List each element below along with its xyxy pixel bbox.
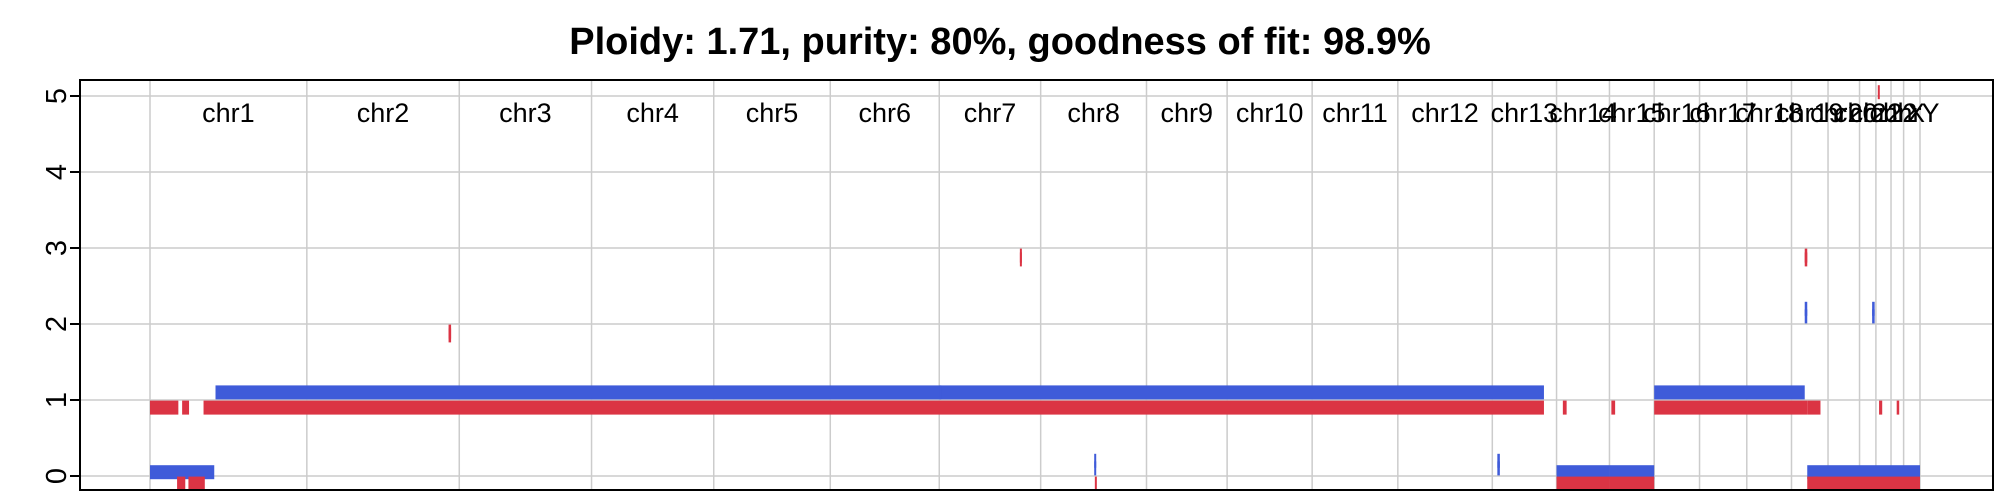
chromosome-label: chr13 [1491, 98, 1559, 128]
y-tick-label: 3 [41, 240, 73, 256]
chromosome-label: chr7 [964, 98, 1017, 128]
y-tick-label: 0 [41, 468, 73, 484]
chromosome-label: chr9 [1161, 98, 1214, 128]
copy-number-segment [1807, 400, 1821, 415]
copy-number-segment [1497, 453, 1500, 468]
y-tick-label: 1 [41, 392, 73, 408]
chromosome-label: chr15 [1598, 98, 1666, 128]
chromosome-label: chr1 [202, 98, 255, 128]
chromosome-label: chr20 [1810, 98, 1878, 128]
copy-number-segment [150, 400, 179, 415]
chart-title: Ploidy: 1.71, purity: 80%, goodness of f… [569, 21, 1431, 63]
chromosome-label: chr17 [1689, 98, 1757, 128]
copy-number-segment [448, 324, 452, 339]
copy-number-segment [1094, 476, 1097, 491]
chromosome-label: chr3 [499, 98, 552, 128]
copy-number-segment [1812, 476, 1818, 491]
copy-number-segment [939, 385, 942, 400]
copy-number-segment [1556, 465, 1610, 480]
copy-number-segment [1804, 309, 1808, 324]
copy-number-segment [215, 385, 1544, 400]
copy-number-segment [1896, 400, 1900, 415]
copy-number-segment [1556, 476, 1610, 491]
chromosome-label: chr11 [1322, 98, 1388, 128]
chromosome-label: chrX [1870, 98, 1926, 128]
copy-number-segment [188, 476, 205, 491]
chromosome-label: chr16 [1643, 98, 1711, 128]
copy-number-segment [1804, 301, 1808, 316]
copy-number-segment [1611, 400, 1616, 415]
copy-number-segment [203, 400, 1544, 415]
copy-number-segment [1654, 400, 1808, 415]
chromosome-label: chr8 [1067, 98, 1120, 128]
copy-number-segment [1019, 248, 1022, 263]
y-axis: 0 1 2 3 4 5 [41, 88, 80, 484]
copy-number-segment [1497, 461, 1500, 476]
y-tick-label: 4 [41, 164, 73, 180]
copy-number-segment [1094, 461, 1097, 476]
chromosome-label: chr12 [1411, 98, 1479, 128]
chromosome-label: chr22 [1850, 98, 1918, 128]
chromosome-label: chr4 [626, 98, 679, 128]
copy-number-segment [1609, 465, 1655, 480]
copy-number-segment [177, 476, 186, 491]
copy-number-segment [1609, 476, 1655, 491]
copy-number-segment [1872, 301, 1875, 316]
chromosome-label: chrY [1884, 98, 1940, 128]
copy-number-segment [1807, 465, 1920, 480]
copy-number-segment [1562, 400, 1567, 415]
copy-number-segment [1094, 453, 1097, 468]
chromosome-label: chr6 [859, 98, 912, 128]
chromosome-label: chr5 [746, 98, 799, 128]
plot-frame [79, 79, 1994, 491]
copy-number-segment [1804, 248, 1808, 263]
chromosome-label: chr14 [1549, 98, 1617, 128]
grid-layer [80, 80, 1993, 490]
copy-number-segment [150, 465, 215, 480]
copy-number-segment [1877, 85, 1880, 100]
copy-number-segment [182, 400, 190, 415]
y-tick-label: 2 [41, 316, 73, 332]
chromosome-label: chr2 [357, 98, 410, 128]
chromosome-label: chr21 [1834, 98, 1902, 128]
copy-number-segment [1654, 385, 1805, 400]
y-tick-label: 5 [41, 88, 73, 104]
copy-number-segment [1879, 400, 1883, 415]
copy-number-segment [1872, 309, 1875, 324]
chromosome-label: chr10 [1236, 98, 1304, 128]
chromosome-label: chr18 [1735, 98, 1803, 128]
chromosome-label: chr19 [1776, 98, 1844, 128]
segment-layer [150, 85, 1920, 491]
chromosome-label-layer: chr1 chr2 chr3 chr4 chr5 chr6 chr7 chr8 chr9 chr1… [202, 98, 1939, 128]
copy-number-segment [1807, 476, 1920, 491]
